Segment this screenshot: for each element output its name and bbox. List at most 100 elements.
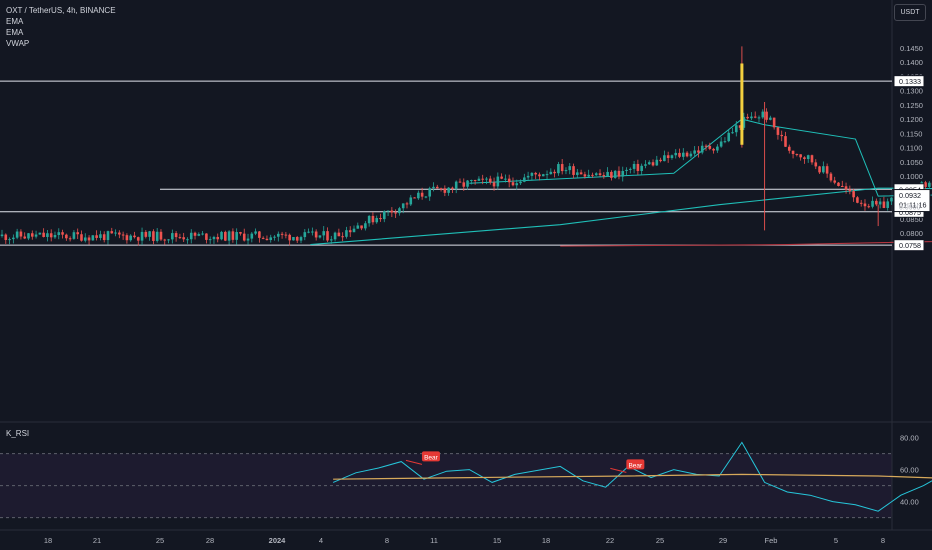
candle-body (148, 231, 151, 237)
price-tick-label: 0.1200 (900, 115, 923, 124)
symbol-title[interactable]: OXT / TetherUS, 4h, BINANCE (6, 6, 116, 15)
time-tick-label: 28 (206, 536, 214, 545)
rsi-indicator-label[interactable]: K_RSI (6, 429, 30, 438)
candle-body (205, 233, 208, 240)
currency-unit-button[interactable]: USDT (894, 4, 926, 21)
candle-body (4, 234, 8, 241)
ema-indicator-label[interactable]: EMA (6, 17, 24, 26)
candle-body (613, 170, 617, 178)
candle-body (629, 168, 632, 170)
candle-body (23, 236, 27, 239)
candle-body (277, 233, 280, 237)
candle-body (685, 152, 689, 157)
candle-body (757, 117, 761, 119)
candle-body (473, 180, 477, 182)
candle-body (799, 154, 802, 158)
candle-body (167, 239, 170, 241)
price-level-tag-text: 0.0758 (899, 241, 921, 250)
candle-body (265, 238, 269, 241)
candle-body (193, 232, 197, 236)
candle-body (659, 159, 662, 162)
candle-body (553, 171, 556, 174)
candle-body (791, 150, 795, 155)
candle-body (186, 239, 189, 241)
ema-indicator-label-2[interactable]: EMA (6, 28, 24, 37)
price-tick-label: 0.1100 (900, 144, 922, 153)
candle-body (886, 201, 889, 208)
candle-body (810, 155, 814, 163)
candle-body (114, 232, 117, 234)
candle-body (878, 201, 882, 205)
candle-body (136, 237, 140, 241)
time-tick-label: 4 (319, 536, 323, 545)
current-price-value: 0.0932 (899, 191, 921, 200)
candle-body (504, 178, 507, 180)
price-tick-label: 0.0900 (899, 205, 921, 212)
candle-body (719, 141, 723, 147)
candle-body (61, 232, 64, 235)
candle-body (295, 237, 299, 241)
candle-body (42, 232, 45, 237)
time-tick-label: 8 (385, 536, 389, 545)
price-level-tag-text: 0.1333 (899, 77, 921, 86)
candle-body (666, 155, 670, 159)
vwap-indicator-label[interactable]: VWAP (6, 39, 30, 48)
candle-body (519, 181, 522, 184)
candle-body (38, 232, 42, 235)
bear-divergence-line (405, 459, 423, 465)
candle-body (928, 182, 931, 187)
candle-body (83, 237, 87, 241)
candle-body (837, 182, 840, 186)
bear-label: Bear (424, 454, 439, 461)
candle-body (859, 202, 863, 204)
candle-body (500, 176, 503, 179)
chart-legend: OXT / TetherUS, 4h, BINANCE EMA EMA VWAP (6, 5, 116, 49)
candle-body (602, 175, 606, 177)
candle-body (644, 164, 647, 166)
candle-body (95, 235, 98, 238)
candle-body (273, 236, 276, 238)
highlight-candle (740, 63, 744, 145)
time-tick-label: 5 (834, 536, 838, 545)
candle-body (647, 162, 651, 165)
candle-body (806, 155, 810, 160)
candle-body (523, 177, 526, 182)
candle-body (568, 166, 572, 171)
candle-body (538, 174, 541, 177)
candle-body (787, 146, 791, 151)
candle-body (526, 175, 530, 178)
candle-body (125, 235, 129, 241)
candle-body (118, 232, 121, 235)
candle-body (144, 231, 148, 237)
candle-body (174, 233, 178, 238)
candle-body (772, 117, 776, 128)
candle-body (924, 182, 927, 187)
candle-body (871, 200, 874, 207)
candle-body (700, 145, 704, 153)
candle-body (314, 231, 318, 238)
candle-body (15, 231, 19, 238)
candle-body (541, 174, 545, 177)
candle-body (825, 166, 829, 174)
candle-body (159, 231, 163, 240)
candle-body (617, 170, 621, 177)
candle-body (833, 180, 836, 183)
candle-body (678, 152, 681, 157)
price-tick-label: 0.1050 (900, 158, 923, 167)
candle-body (587, 174, 590, 177)
candle-body (27, 233, 30, 239)
price-tick-label: 0.0800 (900, 229, 923, 238)
candle-body (640, 165, 643, 171)
candle-body (129, 235, 132, 241)
candle-body (227, 231, 231, 241)
candle-body (545, 174, 549, 176)
candle-body (557, 164, 560, 174)
time-tick-label: 11 (430, 536, 438, 545)
candle-body (549, 171, 553, 175)
candle-body (761, 111, 765, 118)
time-tick-label: 2024 (269, 536, 287, 545)
candle-body (734, 125, 738, 133)
candle-body (753, 116, 757, 118)
candle-body (280, 233, 284, 235)
